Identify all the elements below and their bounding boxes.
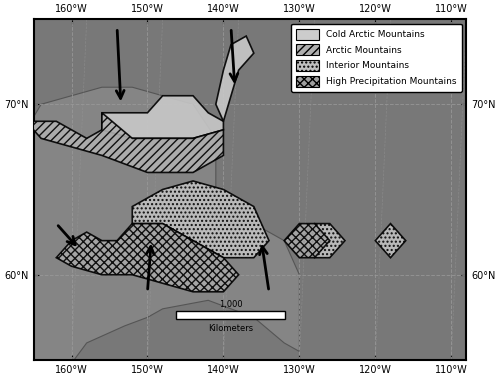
Polygon shape bbox=[10, 87, 300, 368]
Polygon shape bbox=[300, 224, 345, 258]
Polygon shape bbox=[26, 113, 224, 172]
Text: Kilometers: Kilometers bbox=[208, 324, 253, 333]
Polygon shape bbox=[376, 224, 406, 258]
Polygon shape bbox=[216, 36, 254, 121]
Polygon shape bbox=[102, 96, 224, 138]
Text: 1,000: 1,000 bbox=[218, 300, 242, 309]
Legend: Cold Arctic Mountains, Arctic Mountains, Interior Mountains, High Precipitation : Cold Arctic Mountains, Arctic Mountains,… bbox=[291, 23, 462, 92]
Polygon shape bbox=[56, 224, 238, 292]
Polygon shape bbox=[132, 181, 269, 258]
Bar bbox=[176, 310, 284, 319]
Polygon shape bbox=[284, 224, 330, 258]
